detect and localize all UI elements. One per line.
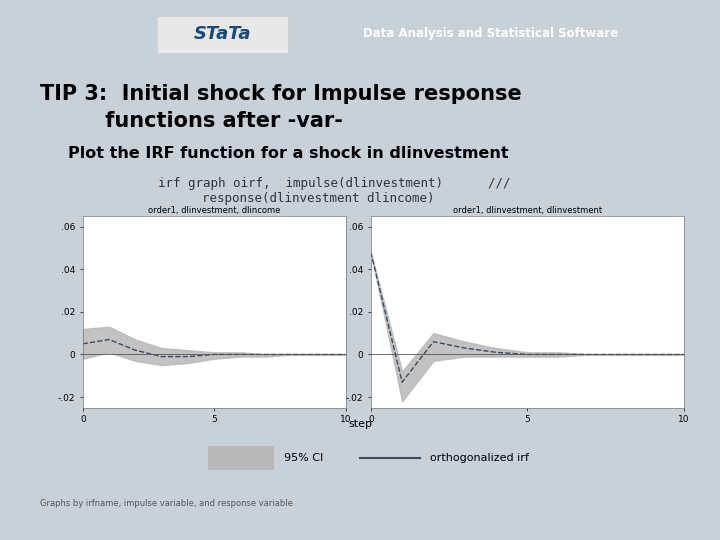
Text: Data Analysis and Statistical Software: Data Analysis and Statistical Software [363, 27, 618, 40]
FancyBboxPatch shape [157, 16, 288, 53]
Text: 95% CI: 95% CI [284, 453, 323, 463]
Text: STaTa: STaTa [194, 25, 251, 43]
Text: functions after -var-: functions after -var- [40, 111, 343, 131]
Text: Plot the IRF function for a shock in dlinvestment: Plot the IRF function for a shock in dli… [68, 146, 509, 161]
Text: irf graph oirf,  impulse(dlinvestment)      ///: irf graph oirf, impulse(dlinvestment) //… [158, 177, 511, 190]
Text: response(dlinvestment dlincome): response(dlinvestment dlincome) [202, 192, 434, 205]
Text: TIP 3:  Initial shock for Impulse response: TIP 3: Initial shock for Impulse respons… [40, 84, 521, 104]
FancyBboxPatch shape [207, 446, 274, 470]
Text: step: step [348, 419, 372, 429]
Text: Graphs by irfname, impulse variable, and response variable: Graphs by irfname, impulse variable, and… [40, 499, 292, 508]
Text: orthogonalized irf: orthogonalized irf [430, 453, 528, 463]
Title: order1, dlinvestment, dlinvestment: order1, dlinvestment, dlinvestment [453, 206, 602, 215]
Title: order1, dlinvestment, dlincome: order1, dlinvestment, dlincome [148, 206, 280, 215]
